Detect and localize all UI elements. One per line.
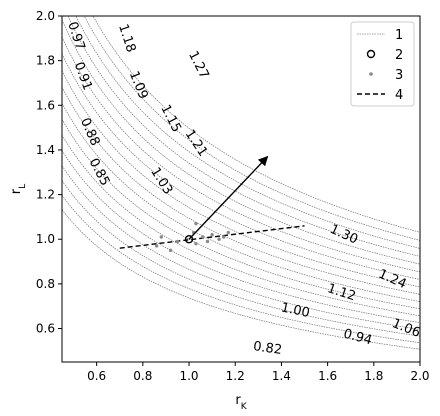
scatter-point <box>194 241 198 246</box>
contour-line <box>62 53 420 280</box>
contour-label: 0.88 <box>77 116 102 149</box>
contour-line <box>62 86 420 295</box>
y-tick-label: 0.8 <box>36 277 55 291</box>
contour-label: 0.82 <box>252 339 283 358</box>
contour-label: 1.03 <box>147 165 175 198</box>
scatter-point <box>210 233 214 237</box>
contour-line <box>67 16 420 257</box>
x-tick-label: 2.0 <box>410 369 429 383</box>
scatter-point <box>205 239 210 244</box>
y-tick-label: 1.2 <box>36 188 55 202</box>
contour-line <box>62 209 420 350</box>
contour-line <box>62 180 420 337</box>
plot-frame <box>61 15 421 363</box>
scatter-point <box>221 235 226 239</box>
legend-entry: 4 <box>357 88 403 103</box>
contour-label: 0.91 <box>71 60 95 92</box>
x-axis-label: rK <box>235 393 247 412</box>
y-tick-label: 0.6 <box>36 322 55 336</box>
contour-label: 1.15 <box>157 102 184 135</box>
contour-label: 1.27 <box>185 49 212 82</box>
dashed-fit-line <box>119 225 305 249</box>
contour-line <box>62 195 420 344</box>
scatter-point <box>194 221 198 226</box>
x-tick-label: 1.2 <box>226 369 245 383</box>
y-tick-label: 2.0 <box>36 9 55 23</box>
legend-label: 1 <box>395 28 403 43</box>
contour-label: 1.12 <box>325 281 357 304</box>
contour-line <box>83 16 420 241</box>
contour-line <box>62 134 420 317</box>
contour-label: 1.00 <box>280 300 311 321</box>
y-tick-label: 1.4 <box>36 143 55 157</box>
gradient-arrow <box>188 155 269 240</box>
contour-line <box>62 119 420 310</box>
contour-label: 1.09 <box>126 69 151 101</box>
y-tick-label: 1.0 <box>36 232 55 246</box>
legend-entry: 1 <box>357 28 403 43</box>
reference-circle-point <box>184 235 194 244</box>
x-tick-label: 0.6 <box>87 369 106 383</box>
contour-label: 1.18 <box>115 22 138 54</box>
y-tick-label: 1.8 <box>36 54 55 68</box>
legend-entry: 2 <box>366 48 403 63</box>
legend-box <box>350 21 415 107</box>
x-tick-label: 1.0 <box>179 369 198 383</box>
scatter-point <box>175 239 180 244</box>
legend-dot-icon <box>369 72 373 76</box>
y-axis: 0.6 0.8 1.0 1.2 1.4 1.6 1.8 2.0 <box>36 9 62 336</box>
y-tick-label: 1.6 <box>36 98 55 112</box>
legend-open-circle-icon <box>366 49 376 59</box>
scatter-point <box>217 237 221 241</box>
legend-label: 3 <box>395 68 403 83</box>
legend-label: 4 <box>395 88 403 103</box>
scatter-point <box>159 235 164 239</box>
contour-label: 1.06 <box>390 316 422 341</box>
overlay-markers <box>119 155 305 253</box>
x-tick-label: 1.6 <box>318 369 337 383</box>
contour-line <box>62 19 420 265</box>
contour-label: 0.85 <box>86 156 113 189</box>
contour-label: 0.97 <box>64 20 87 52</box>
legend-entry: 3 <box>369 68 403 83</box>
x-axis: 0.6 0.8 1.0 1.2 1.4 1.6 1.8 2.0 <box>87 362 430 383</box>
contour-line <box>62 36 420 273</box>
contour-label: 0.94 <box>342 326 374 348</box>
scatter-point <box>154 244 159 248</box>
x-tick-label: 1.8 <box>364 369 383 383</box>
contour-line <box>62 103 420 302</box>
scatter-point <box>201 235 205 239</box>
x-tick-label: 0.8 <box>133 369 152 383</box>
contour-line <box>62 150 420 324</box>
x-tick-label: 1.4 <box>272 369 291 383</box>
contour-line <box>92 16 420 233</box>
legend: 1 2 3 4 <box>350 21 415 107</box>
scatter-point <box>168 248 173 253</box>
legend-label: 2 <box>395 48 403 63</box>
contour-label: 1.21 <box>182 127 211 159</box>
contour-line <box>62 165 420 330</box>
y-axis-label: rL <box>9 184 28 194</box>
scatter-point <box>226 230 230 235</box>
